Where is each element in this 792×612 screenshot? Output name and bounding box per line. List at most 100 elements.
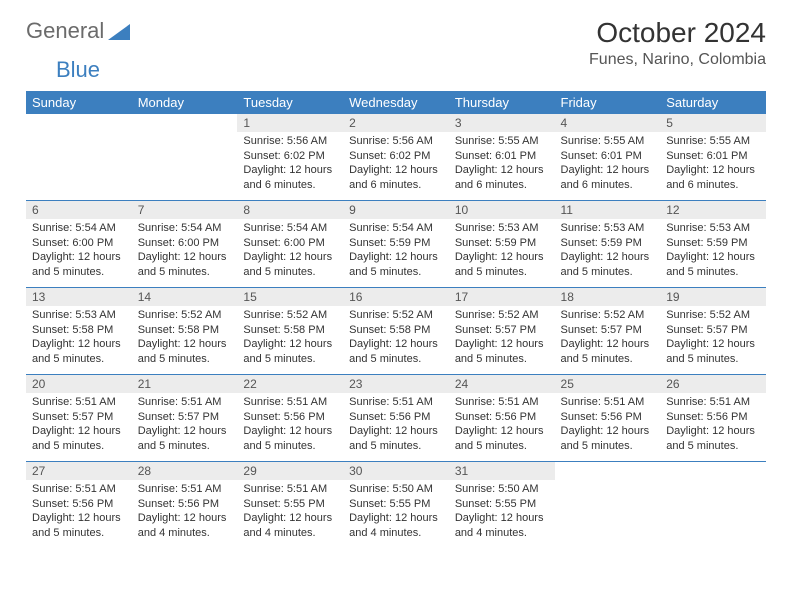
daylight: Daylight: 12 hours and 4 minutes. bbox=[349, 511, 443, 541]
sunrise: Sunrise: 5:53 AM bbox=[666, 221, 760, 236]
sunset: Sunset: 6:00 PM bbox=[32, 236, 126, 251]
sunrise: Sunrise: 5:54 AM bbox=[243, 221, 337, 236]
sunrise: Sunrise: 5:51 AM bbox=[32, 482, 126, 497]
day-cell bbox=[26, 114, 132, 201]
sunset: Sunset: 6:02 PM bbox=[349, 149, 443, 164]
day-number bbox=[555, 462, 661, 466]
day-number: 22 bbox=[237, 375, 343, 393]
sunrise: Sunrise: 5:53 AM bbox=[561, 221, 655, 236]
day-number: 27 bbox=[26, 462, 132, 480]
day-cell: 5Sunrise: 5:55 AMSunset: 6:01 PMDaylight… bbox=[660, 114, 766, 201]
day-number: 25 bbox=[555, 375, 661, 393]
day-details: Sunrise: 5:52 AMSunset: 5:57 PMDaylight:… bbox=[555, 306, 661, 371]
sunset: Sunset: 6:01 PM bbox=[455, 149, 549, 164]
daylight: Daylight: 12 hours and 5 minutes. bbox=[243, 424, 337, 454]
day-number: 1 bbox=[237, 114, 343, 132]
day-number: 11 bbox=[555, 201, 661, 219]
sunset: Sunset: 6:01 PM bbox=[666, 149, 760, 164]
day-cell bbox=[555, 462, 661, 548]
sunset: Sunset: 5:56 PM bbox=[666, 410, 760, 425]
sunset: Sunset: 6:00 PM bbox=[138, 236, 232, 251]
day-cell: 26Sunrise: 5:51 AMSunset: 5:56 PMDayligh… bbox=[660, 375, 766, 462]
day-details: Sunrise: 5:50 AMSunset: 5:55 PMDaylight:… bbox=[449, 480, 555, 545]
daylight: Daylight: 12 hours and 5 minutes. bbox=[32, 511, 126, 541]
daylight: Daylight: 12 hours and 5 minutes. bbox=[32, 250, 126, 280]
sunrise: Sunrise: 5:53 AM bbox=[32, 308, 126, 323]
day-cell: 12Sunrise: 5:53 AMSunset: 5:59 PMDayligh… bbox=[660, 201, 766, 288]
daylight: Daylight: 12 hours and 5 minutes. bbox=[243, 250, 337, 280]
day-details: Sunrise: 5:52 AMSunset: 5:58 PMDaylight:… bbox=[343, 306, 449, 371]
week-row: 6Sunrise: 5:54 AMSunset: 6:00 PMDaylight… bbox=[26, 201, 766, 288]
sunrise: Sunrise: 5:54 AM bbox=[32, 221, 126, 236]
sunrise: Sunrise: 5:52 AM bbox=[138, 308, 232, 323]
daylight: Daylight: 12 hours and 5 minutes. bbox=[138, 250, 232, 280]
day-details: Sunrise: 5:54 AMSunset: 6:00 PMDaylight:… bbox=[132, 219, 238, 284]
daylight: Daylight: 12 hours and 5 minutes. bbox=[32, 424, 126, 454]
day-details: Sunrise: 5:52 AMSunset: 5:58 PMDaylight:… bbox=[237, 306, 343, 371]
day-cell: 24Sunrise: 5:51 AMSunset: 5:56 PMDayligh… bbox=[449, 375, 555, 462]
sunset: Sunset: 5:57 PM bbox=[666, 323, 760, 338]
dayhead: Wednesday bbox=[343, 91, 449, 114]
day-details: Sunrise: 5:51 AMSunset: 5:56 PMDaylight:… bbox=[660, 393, 766, 458]
logo-triangle-icon bbox=[108, 22, 130, 40]
daylight: Daylight: 12 hours and 5 minutes. bbox=[349, 250, 443, 280]
daylight: Daylight: 12 hours and 5 minutes. bbox=[455, 337, 549, 367]
daylight: Daylight: 12 hours and 6 minutes. bbox=[455, 163, 549, 193]
sunrise: Sunrise: 5:52 AM bbox=[349, 308, 443, 323]
day-cell: 29Sunrise: 5:51 AMSunset: 5:55 PMDayligh… bbox=[237, 462, 343, 548]
daylight: Daylight: 12 hours and 5 minutes. bbox=[455, 250, 549, 280]
sunset: Sunset: 5:57 PM bbox=[561, 323, 655, 338]
daylight: Daylight: 12 hours and 6 minutes. bbox=[349, 163, 443, 193]
dayhead: Thursday bbox=[449, 91, 555, 114]
sunset: Sunset: 5:58 PM bbox=[138, 323, 232, 338]
dayhead: Saturday bbox=[660, 91, 766, 114]
day-number: 19 bbox=[660, 288, 766, 306]
day-cell: 10Sunrise: 5:53 AMSunset: 5:59 PMDayligh… bbox=[449, 201, 555, 288]
daylight: Daylight: 12 hours and 4 minutes. bbox=[243, 511, 337, 541]
daylight: Daylight: 12 hours and 5 minutes. bbox=[666, 250, 760, 280]
calendar-page: General October 2024 Funes, Narino, Colo… bbox=[0, 0, 792, 558]
day-details: Sunrise: 5:51 AMSunset: 5:56 PMDaylight:… bbox=[343, 393, 449, 458]
day-details: Sunrise: 5:56 AMSunset: 6:02 PMDaylight:… bbox=[237, 132, 343, 197]
daylight: Daylight: 12 hours and 5 minutes. bbox=[561, 250, 655, 280]
day-details: Sunrise: 5:54 AMSunset: 6:00 PMDaylight:… bbox=[237, 219, 343, 284]
daylight: Daylight: 12 hours and 5 minutes. bbox=[561, 424, 655, 454]
daylight: Daylight: 12 hours and 4 minutes. bbox=[138, 511, 232, 541]
day-number bbox=[26, 114, 132, 118]
sunset: Sunset: 6:02 PM bbox=[243, 149, 337, 164]
day-details: Sunrise: 5:51 AMSunset: 5:56 PMDaylight:… bbox=[26, 480, 132, 545]
day-number: 16 bbox=[343, 288, 449, 306]
sunset: Sunset: 5:58 PM bbox=[349, 323, 443, 338]
sunset: Sunset: 5:55 PM bbox=[349, 497, 443, 512]
sunset: Sunset: 5:58 PM bbox=[243, 323, 337, 338]
day-cell: 22Sunrise: 5:51 AMSunset: 5:56 PMDayligh… bbox=[237, 375, 343, 462]
sunset: Sunset: 5:56 PM bbox=[32, 497, 126, 512]
sunset: Sunset: 5:59 PM bbox=[349, 236, 443, 251]
calendar-body: 1Sunrise: 5:56 AMSunset: 6:02 PMDaylight… bbox=[26, 114, 766, 548]
sunset: Sunset: 5:56 PM bbox=[349, 410, 443, 425]
sunrise: Sunrise: 5:54 AM bbox=[138, 221, 232, 236]
day-details: Sunrise: 5:51 AMSunset: 5:56 PMDaylight:… bbox=[132, 480, 238, 545]
daylight: Daylight: 12 hours and 5 minutes. bbox=[349, 424, 443, 454]
day-cell: 15Sunrise: 5:52 AMSunset: 5:58 PMDayligh… bbox=[237, 288, 343, 375]
sunset: Sunset: 5:58 PM bbox=[32, 323, 126, 338]
sunrise: Sunrise: 5:51 AM bbox=[349, 395, 443, 410]
sunset: Sunset: 6:00 PM bbox=[243, 236, 337, 251]
day-number: 17 bbox=[449, 288, 555, 306]
sunset: Sunset: 6:01 PM bbox=[561, 149, 655, 164]
sunset: Sunset: 5:55 PM bbox=[243, 497, 337, 512]
day-number: 10 bbox=[449, 201, 555, 219]
sunrise: Sunrise: 5:51 AM bbox=[243, 482, 337, 497]
daylight: Daylight: 12 hours and 5 minutes. bbox=[455, 424, 549, 454]
day-number: 23 bbox=[343, 375, 449, 393]
sunrise: Sunrise: 5:51 AM bbox=[138, 395, 232, 410]
daylight: Daylight: 12 hours and 6 minutes. bbox=[243, 163, 337, 193]
calendar-head: Sunday Monday Tuesday Wednesday Thursday… bbox=[26, 91, 766, 114]
day-cell: 7Sunrise: 5:54 AMSunset: 6:00 PMDaylight… bbox=[132, 201, 238, 288]
day-number: 26 bbox=[660, 375, 766, 393]
day-number: 2 bbox=[343, 114, 449, 132]
daylight: Daylight: 12 hours and 5 minutes. bbox=[243, 337, 337, 367]
day-cell: 4Sunrise: 5:55 AMSunset: 6:01 PMDaylight… bbox=[555, 114, 661, 201]
day-cell: 9Sunrise: 5:54 AMSunset: 5:59 PMDaylight… bbox=[343, 201, 449, 288]
day-number: 20 bbox=[26, 375, 132, 393]
